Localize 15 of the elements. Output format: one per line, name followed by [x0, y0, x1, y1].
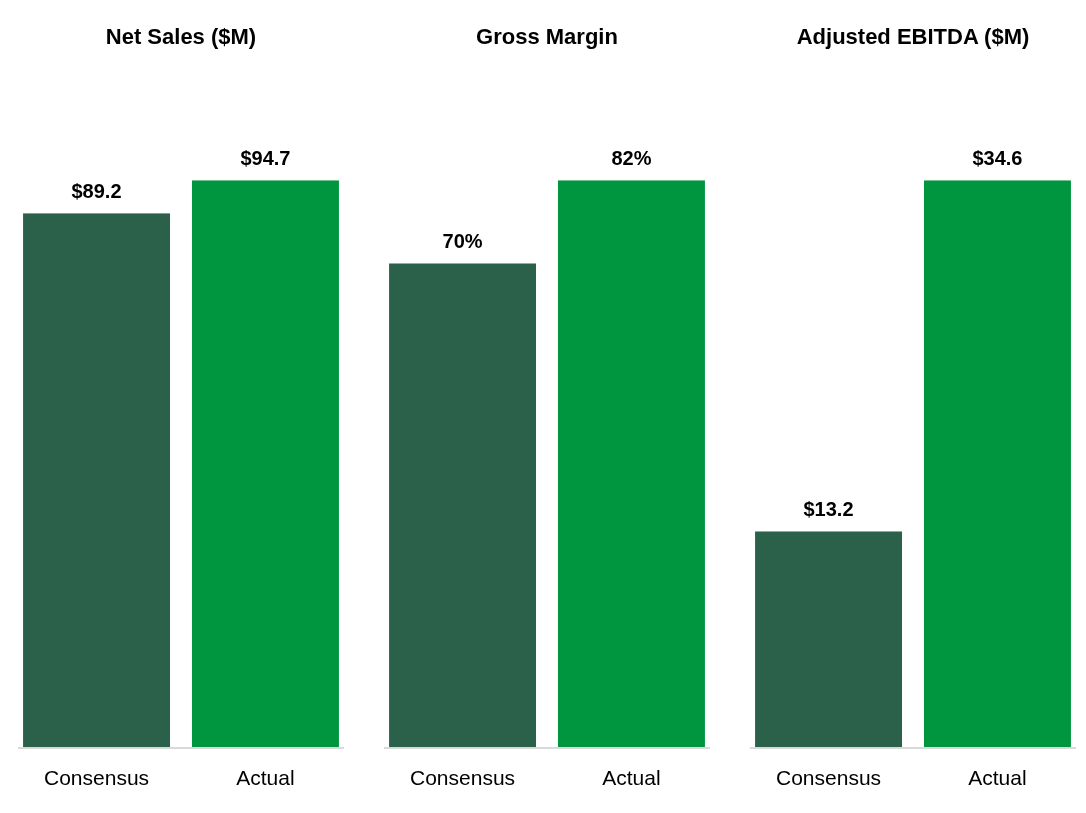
x-tick-label: Actual — [602, 766, 661, 789]
chart-title: Adjusted EBITDA ($M) — [796, 24, 1030, 49]
data-label: $13.2 — [803, 498, 854, 521]
chart-title: Net Sales ($M) — [105, 24, 257, 49]
x-tick-label: Consensus — [44, 766, 150, 789]
x-tick-label: Actual — [968, 766, 1027, 789]
chart-title: Gross Margin — [476, 24, 618, 49]
x-tick-label: Actual — [236, 766, 295, 789]
data-label: 82% — [611, 147, 652, 170]
data-label: $89.2 — [71, 180, 122, 203]
data-label: $94.7 — [240, 147, 291, 170]
x-tick-label: Consensus — [410, 766, 516, 789]
x-tick-label: Consensus — [776, 766, 882, 789]
data-label: 70% — [442, 230, 483, 253]
data-label: $34.6 — [972, 147, 1023, 170]
